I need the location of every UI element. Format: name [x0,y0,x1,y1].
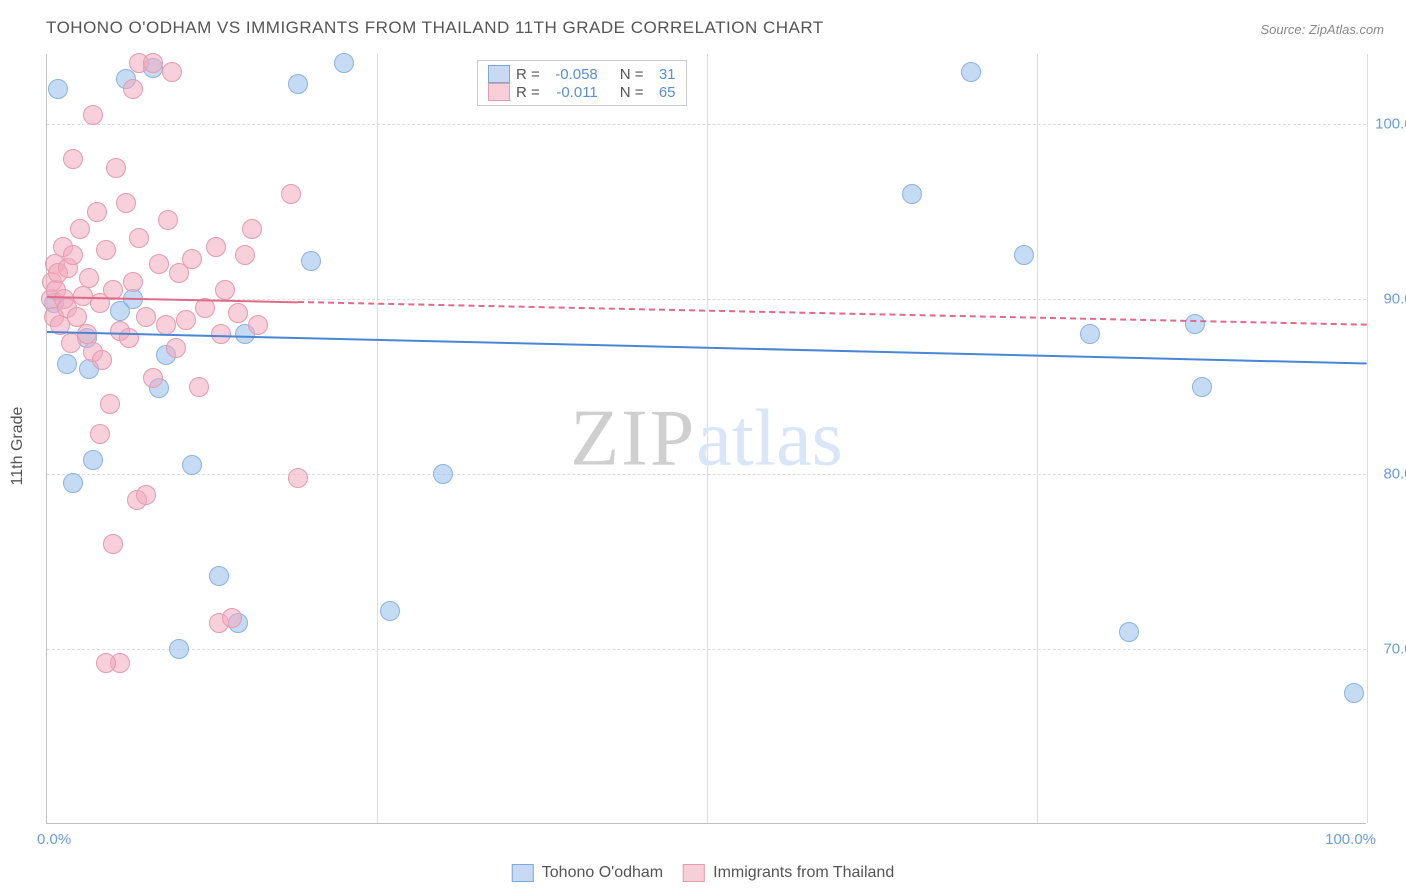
data-point [136,485,156,505]
data-point [1185,314,1205,334]
data-point [90,424,110,444]
data-point [87,202,107,222]
data-point [92,350,112,370]
source-label: Source: ZipAtlas.com [1260,22,1384,37]
data-point [70,219,90,239]
y-tick-label: 80.0% [1371,466,1406,483]
data-point [149,254,169,274]
legend-series-label: Immigrants from Thailand [713,864,894,882]
watermark-zip: ZIP [570,394,696,482]
data-point [189,377,209,397]
legend-series: Tohono O'odham Immigrants from Thailand [512,864,894,882]
data-point [96,653,116,673]
data-point [222,608,242,628]
data-point [1080,324,1100,344]
data-point [288,468,308,488]
data-point [1344,683,1364,703]
data-point [119,328,139,348]
data-point [182,455,202,475]
legend-swatch [488,65,510,83]
gridline-vertical [377,54,378,823]
data-point [162,62,182,82]
data-point [116,193,136,213]
data-point [123,79,143,99]
chart-title: TOHONO O'ODHAM VS IMMIGRANTS FROM THAILA… [46,18,824,38]
chart-plot-area: ZIPatlas R = -0.058 N = 31 R = -0.011 N = 6… [46,54,1366,824]
data-point [433,464,453,484]
legend-n-value: 65 [650,84,676,101]
data-point [103,534,123,554]
legend-r-value: -0.058 [546,66,598,83]
legend-n-value: 31 [650,66,676,83]
data-point [158,210,178,230]
data-point [63,473,83,493]
data-point [166,338,186,358]
data-point [380,601,400,621]
legend-swatch [512,864,534,882]
y-tick-label: 100.0% [1371,116,1406,133]
x-tick-label: 100.0% [1325,831,1376,848]
y-axis-label: 11th Grade [9,407,27,486]
data-point [206,237,226,257]
data-point [176,310,196,330]
data-point [123,272,143,292]
data-point [902,184,922,204]
data-point [209,566,229,586]
gridline-vertical [707,54,708,823]
data-point [129,228,149,248]
data-point [1014,245,1034,265]
data-point [248,315,268,335]
data-point [79,268,99,288]
data-point [288,74,308,94]
trend-line [298,301,1367,326]
legend-series-label: Tohono O'odham [542,864,663,882]
legend-series-item: Tohono O'odham [512,864,663,882]
data-point [143,368,163,388]
data-point [110,301,130,321]
data-point [235,245,255,265]
data-point [48,79,68,99]
gridline-vertical [1367,54,1368,823]
data-point [182,249,202,269]
data-point [106,158,126,178]
data-point [1119,622,1139,642]
legend-r-label: R = [516,66,540,83]
data-point [281,184,301,204]
legend-n-label: N = [620,66,644,83]
legend-r-value: -0.011 [546,84,598,101]
data-point [228,303,248,323]
y-tick-label: 70.0% [1371,641,1406,658]
data-point [156,315,176,335]
legend-stat-row: R = -0.011 N = 65 [488,83,676,101]
legend-r-label: R = [516,84,540,101]
data-point [301,251,321,271]
data-point [96,240,116,260]
legend-stats: R = -0.058 N = 31 R = -0.011 N = 65 [477,60,687,106]
legend-stat-row: R = -0.058 N = 31 [488,65,676,83]
watermark-atlas: atlas [696,394,843,482]
legend-swatch [488,83,510,101]
data-point [215,280,235,300]
x-tick-label: 0.0% [37,831,71,848]
data-point [242,219,262,239]
data-point [57,354,77,374]
data-point [63,245,83,265]
data-point [961,62,981,82]
data-point [143,53,163,73]
gridline-vertical [1037,54,1038,823]
data-point [83,105,103,125]
legend-swatch [683,864,705,882]
legend-series-item: Immigrants from Thailand [683,864,894,882]
data-point [1192,377,1212,397]
data-point [100,394,120,414]
data-point [136,307,156,327]
y-tick-label: 90.0% [1371,291,1406,308]
data-point [83,450,103,470]
data-point [169,639,189,659]
data-point [334,53,354,73]
legend-n-label: N = [620,84,644,101]
data-point [63,149,83,169]
